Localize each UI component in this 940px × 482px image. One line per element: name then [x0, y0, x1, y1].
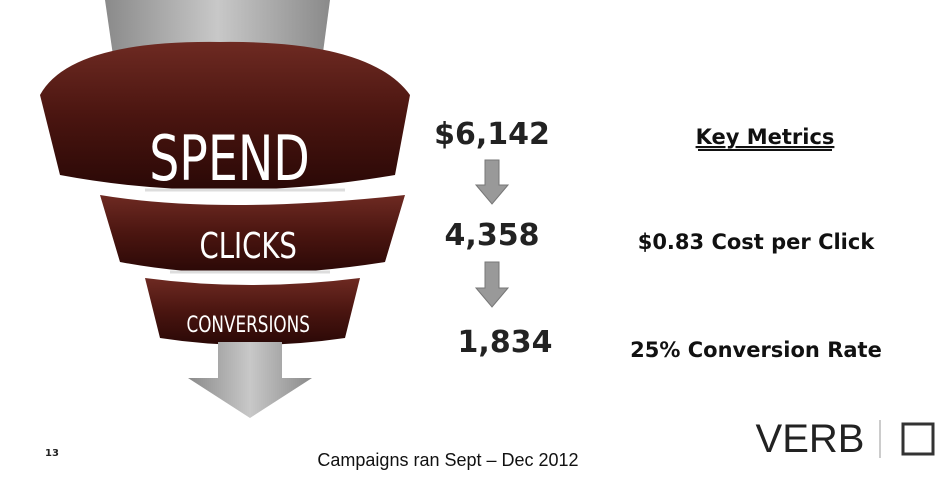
footer-note: Campaigns ran Sept – Dec 2012: [317, 450, 578, 470]
stage-label: SPEND: [149, 123, 310, 195]
key-metrics-title: Key Metrics: [696, 125, 835, 149]
logo-icon: [903, 424, 933, 454]
down-arrow: [476, 160, 508, 204]
logo: VERB: [756, 417, 865, 461]
stage-label: CLICKS: [200, 225, 297, 267]
figure: $6,142: [434, 117, 550, 152]
page: {"funnel": {"stages": ["SPEND", "CLICKS"…: [0, 0, 940, 482]
stage-label: CONVERSIONS: [186, 312, 309, 338]
funnel-output: [188, 342, 312, 418]
slide: SPEND CLICKS CONVERSIONS $6,142 4,358 1,…: [0, 0, 940, 482]
figure: 1,834: [458, 325, 553, 360]
down-arrow: [476, 262, 508, 307]
metric: $0.83 Cost per Click: [638, 230, 876, 254]
page-number: 13: [45, 448, 59, 459]
figure: 4,358: [445, 218, 540, 253]
metric: 25% Conversion Rate: [630, 338, 882, 362]
